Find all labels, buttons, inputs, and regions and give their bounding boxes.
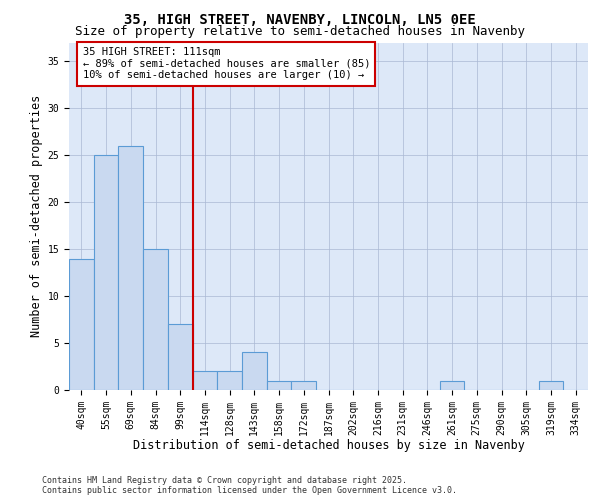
Text: Size of property relative to semi-detached houses in Navenby: Size of property relative to semi-detach… — [75, 25, 525, 38]
Text: Contains HM Land Registry data © Crown copyright and database right 2025.
Contai: Contains HM Land Registry data © Crown c… — [42, 476, 457, 495]
Bar — [440, 380, 464, 390]
X-axis label: Distribution of semi-detached houses by size in Navenby: Distribution of semi-detached houses by … — [133, 439, 524, 452]
Bar — [267, 380, 292, 390]
Bar — [168, 324, 193, 390]
Bar — [217, 371, 242, 390]
Bar — [292, 380, 316, 390]
Bar — [69, 258, 94, 390]
Bar — [242, 352, 267, 390]
Bar — [118, 146, 143, 390]
Text: 35 HIGH STREET: 111sqm
← 89% of semi-detached houses are smaller (85)
10% of sem: 35 HIGH STREET: 111sqm ← 89% of semi-det… — [83, 47, 370, 80]
Y-axis label: Number of semi-detached properties: Number of semi-detached properties — [31, 95, 43, 338]
Bar — [193, 371, 217, 390]
Bar — [94, 155, 118, 390]
Bar — [539, 380, 563, 390]
Bar — [143, 249, 168, 390]
Text: 35, HIGH STREET, NAVENBY, LINCOLN, LN5 0EE: 35, HIGH STREET, NAVENBY, LINCOLN, LN5 0… — [124, 12, 476, 26]
